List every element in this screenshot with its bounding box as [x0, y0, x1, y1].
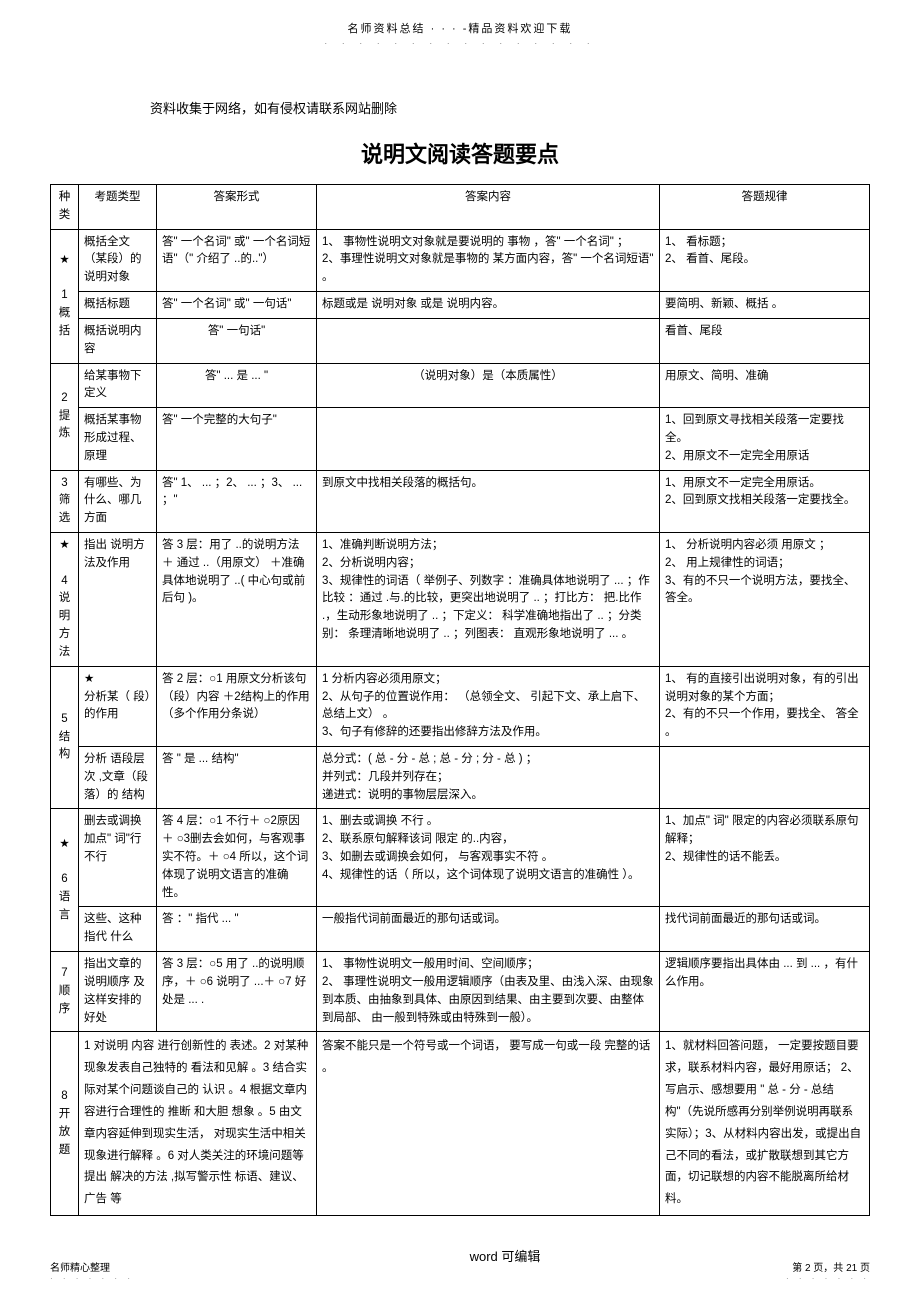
- cell-cat: 7 顺 序: [51, 952, 79, 1032]
- cell-type: 有哪些、为什么、哪几方面: [79, 470, 157, 532]
- table-row: ★ 1 概 括 概括全文（某段）的说明对象 答" 一个名词" 或" 一个名词短语…: [51, 229, 870, 291]
- table-row: 分析 语段层次 ,文章（段落）的 结构 答 " 是 ... 结构" 总分式：( …: [51, 746, 870, 808]
- collect-note: 资料收集于网络，如有侵权请联系网站删除: [150, 98, 870, 117]
- table-row: 3 筛 选 有哪些、为什么、哪几方面 答" 1、 ... ；2、 ... ；3、…: [51, 470, 870, 532]
- col-cat-header: 种类: [51, 185, 79, 230]
- cell-content: 标题或是 说明对象 或是 说明内容。: [317, 292, 660, 319]
- cell-content: 1、 事物性说明文一般用时间、空间顺序； 2、 事理性说明文一般用逻辑顺序（由表…: [317, 952, 660, 1032]
- editable-note: word 可编辑: [140, 1246, 870, 1265]
- cell-type: 概括说明内容: [79, 318, 157, 363]
- cell-rule: 看首、尾段: [660, 318, 870, 363]
- cell-form: 答 ：" 指代 ... ": [157, 907, 317, 952]
- cell-rule: 1、回到原文寻找相关段落一定要找全。 2、用原文不一定完全用原话: [660, 408, 870, 470]
- cell-rule: 要简明、新颖、概括 。: [660, 292, 870, 319]
- cell-rule: 逻辑顺序要指出具体由 ... 到 ... ，有什么作用。: [660, 952, 870, 1032]
- cell-type: ★ 分析某（ 段）的作用: [79, 666, 157, 746]
- cell-cat: 2 提 炼: [51, 363, 79, 470]
- cell-form: 答 3 层：用了 ..的说明方法 ＋ 通过 ..（用原文） ＋准确具体地说明了 …: [157, 533, 317, 667]
- main-title: 说明文阅读答题要点: [50, 137, 870, 169]
- footer-right-text: 第 2 页，共 21 页: [786, 1259, 870, 1274]
- table-row: 2 提 炼 给某事物下定义 答" ... 是 ... " （说明对象）是（本质属…: [51, 363, 870, 408]
- cell-content: 1、准确判断说明方法； 2、分析说明内容； 3、规律性的词语（ 举例子、列数字 …: [317, 533, 660, 667]
- cell-rule: 1、 分析说明内容必须 用原文 ； 2、 用上规律性的词语； 3、有的不只一个说…: [660, 533, 870, 667]
- cell-content: 总分式：( 总 - 分 - 总 ; 总 - 分 ; 分 - 总 ) ； 并列式：…: [317, 746, 660, 808]
- cell-form: 答" 一句话": [157, 318, 317, 363]
- cell-type: 分析 语段层次 ,文章（段落）的 结构: [79, 746, 157, 808]
- cell-rule: [660, 746, 870, 808]
- cell-type: 1 对说明 内容 进行创新性的 表述。2 对某种现象发表自己独特的 看法和见解 …: [79, 1032, 317, 1216]
- col-content-header: 答案内容: [317, 185, 660, 230]
- table-row: 5 结 构 ★ 分析某（ 段）的作用 答 2 层：○1 用原文分析该句（段）内容…: [51, 666, 870, 746]
- cell-type: 概括标题: [79, 292, 157, 319]
- cell-cat: ★ 6 语 言: [51, 809, 79, 952]
- cell-content: [317, 408, 660, 470]
- cell-content: 1 分析内容必须用原文； 2、从句子的位置说作用： （总领全文、 引起下文、承上…: [317, 666, 660, 746]
- cell-rule: 1、 看标题； 2、 看首、尾段。: [660, 229, 870, 291]
- cell-content: 到原文中找相关段落的概括句。: [317, 470, 660, 532]
- col-rule-header: 答题规律: [660, 185, 870, 230]
- cell-form: 答 4 层：○1 不行＋ ○2原因＋ ○3删去会如何，与客观事实不符。＋ ○4 …: [157, 809, 317, 907]
- cell-type: 删去或调换加点" 词"行不行: [79, 809, 157, 907]
- cell-form: 答 " 是 ... 结构": [157, 746, 317, 808]
- cell-form: 答" 一个名词" 或" 一个名词短语"（" 介绍了 ..的.."）: [157, 229, 317, 291]
- col-form-header: 答案形式: [157, 185, 317, 230]
- cell-content: 一般指代词前面最近的那句话或词。: [317, 907, 660, 952]
- table-header-row: 种类 考题类型 答案形式 答案内容 答题规律: [51, 185, 870, 230]
- cell-cat: ★ 1 概 括: [51, 229, 79, 363]
- table-row: 概括某事物形成过程、原理 答" 一个完整的大句子" 1、回到原文寻找相关段落一定…: [51, 408, 870, 470]
- table-row: ★ 4 说 明 方 法 指出 说明方法及作用 答 3 层：用了 ..的说明方法 …: [51, 533, 870, 667]
- cell-rule: 找代词前面最近的那句话或词。: [660, 907, 870, 952]
- cell-content: （说明对象）是（本质属性）: [317, 363, 660, 408]
- cell-form: 答 3 层：○5 用了 ..的说明顺序，＋ ○6 说明了 ...＋ ○7 好处是…: [157, 952, 317, 1032]
- footer-left: 名师精心整理 · · · · · · ·: [50, 1259, 134, 1283]
- footer-left-text: 名师精心整理: [50, 1259, 134, 1274]
- cell-rule: 用原文、简明、准确: [660, 363, 870, 408]
- cell-type: 概括某事物形成过程、原理: [79, 408, 157, 470]
- table-row: 8 开 放 题 1 对说明 内容 进行创新性的 表述。2 对某种现象发表自己独特…: [51, 1032, 870, 1216]
- top-dots: · · · · · · · · · · · · · · · ·: [50, 38, 870, 48]
- cell-type: 给某事物下定义: [79, 363, 157, 408]
- table-row: 这些、这种指代 什么 答 ：" 指代 ... " 一般指代词前面最近的那句话或词…: [51, 907, 870, 952]
- cell-content: 答案不能只是一个符号或一个词语， 要写成一句或一段 完整的话 。: [317, 1032, 660, 1216]
- col-type-header: 考题类型: [79, 185, 157, 230]
- cell-rule: 1、用原文不一定完全用原话。 2、回到原文找相关段落一定要找全。: [660, 470, 870, 532]
- main-table: 种类 考题类型 答案形式 答案内容 答题规律 ★ 1 概 括 概括全文（某段）的…: [50, 184, 870, 1216]
- cell-form: 答" 1、 ... ；2、 ... ；3、 ... ；": [157, 470, 317, 532]
- cell-content: 1、删去或调换 不行 。 2、联系原句解释该词 限定 的..内容， 3、如删去或…: [317, 809, 660, 907]
- cell-cat: 8 开 放 题: [51, 1032, 79, 1216]
- table-row: 概括标题 答" 一个名词" 或" 一句话" 标题或是 说明对象 或是 说明内容。…: [51, 292, 870, 319]
- cell-content: 1、 事物性说明文对象就是要说明的 事物 ，答" 一个名词" ； 2、事理性说明…: [317, 229, 660, 291]
- cell-type: 指出文章的说明顺序 及这样安排的好处: [79, 952, 157, 1032]
- table-row: ★ 6 语 言 删去或调换加点" 词"行不行 答 4 层：○1 不行＋ ○2原因…: [51, 809, 870, 907]
- footer-right: 第 2 页，共 21 页 · · · · · · ·: [786, 1259, 870, 1283]
- cell-cat: 5 结 构: [51, 666, 79, 809]
- cell-type: 这些、这种指代 什么: [79, 907, 157, 952]
- cell-form: 答" ... 是 ... ": [157, 363, 317, 408]
- table-row: 概括说明内容 答" 一句话" 看首、尾段: [51, 318, 870, 363]
- cell-type: 概括全文（某段）的说明对象: [79, 229, 157, 291]
- cell-form: 答" 一个完整的大句子": [157, 408, 317, 470]
- footer-left-dots: · · · · · · ·: [50, 1274, 134, 1283]
- cell-rule: 1、加点" 词" 限定的内容必须联系原句解释； 2、规律性的话不能丢。: [660, 809, 870, 907]
- cell-rule: 1、就材料回答问题， 一定要按题目要求，联系材料内容，最好用原话； 2、写启示、…: [660, 1032, 870, 1216]
- table-row: 7 顺 序 指出文章的说明顺序 及这样安排的好处 答 3 层：○5 用了 ..的…: [51, 952, 870, 1032]
- cell-cat: ★ 4 说 明 方 法: [51, 533, 79, 667]
- cell-form: 答 2 层：○1 用原文分析该句（段）内容 ＋2结构上的作用（多个作用分条说）: [157, 666, 317, 746]
- cell-content: [317, 318, 660, 363]
- top-note: 名师资料总结 · · · -精品资料欢迎下载: [50, 20, 870, 36]
- cell-type: 指出 说明方法及作用: [79, 533, 157, 667]
- footer-right-dots: · · · · · · ·: [786, 1274, 870, 1283]
- cell-cat: 3 筛 选: [51, 470, 79, 532]
- cell-rule: 1、 有的直接引出说明对象，有的引出说明对象的某个方面； 2、有的不只一个作用，…: [660, 666, 870, 746]
- cell-form: 答" 一个名词" 或" 一句话": [157, 292, 317, 319]
